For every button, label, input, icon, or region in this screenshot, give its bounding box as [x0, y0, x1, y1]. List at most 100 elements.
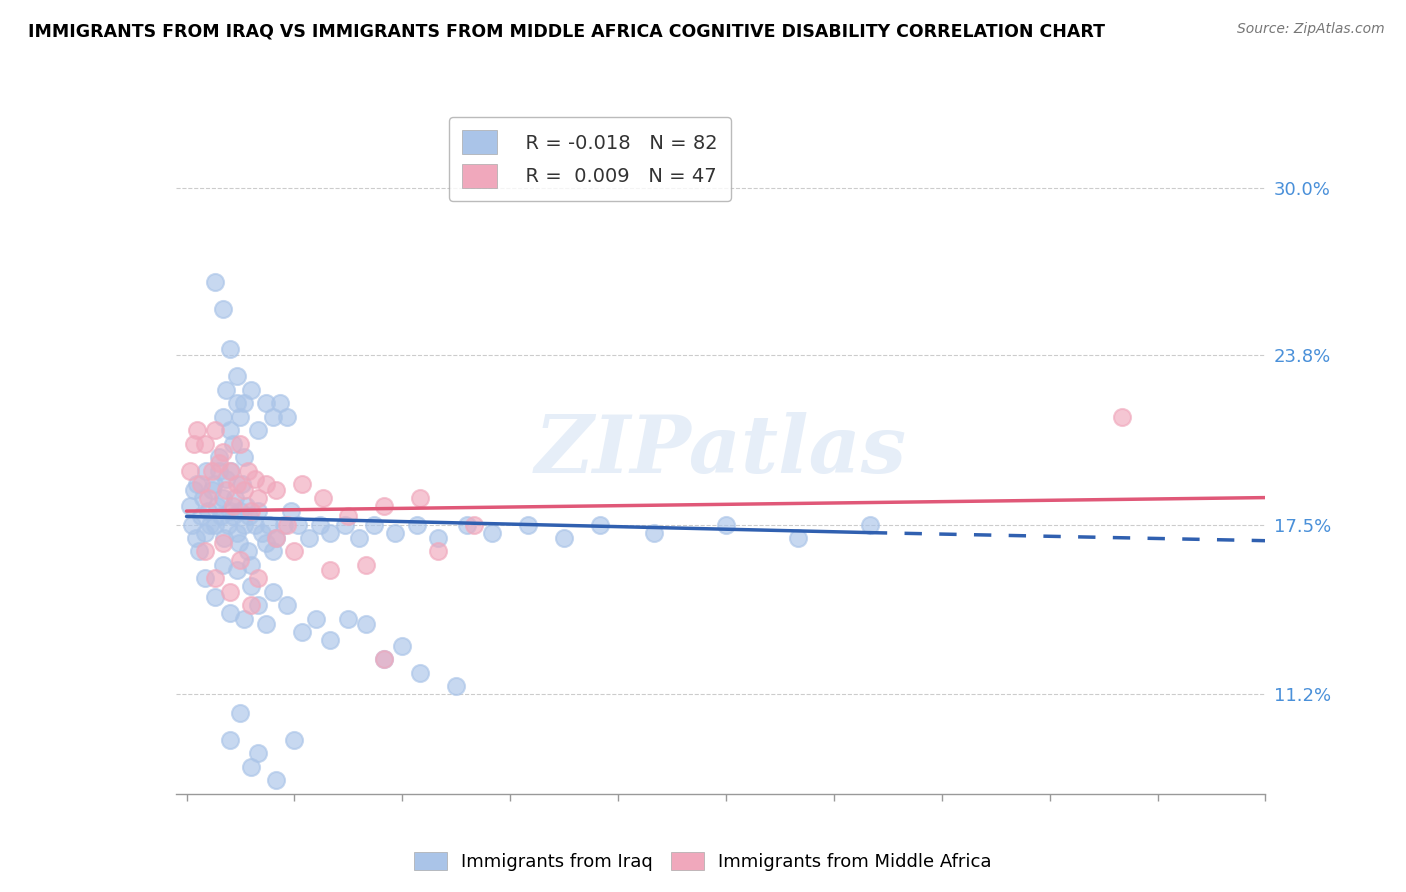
Point	[183, 436, 205, 450]
Point	[409, 491, 432, 505]
Point	[202, 477, 225, 491]
Point	[247, 747, 270, 761]
Point	[356, 617, 378, 632]
Point	[218, 504, 240, 518]
Point	[243, 517, 266, 532]
Point	[225, 369, 247, 384]
Point	[333, 517, 356, 532]
Point	[209, 509, 232, 524]
Legend: Immigrants from Iraq, Immigrants from Middle Africa: Immigrants from Iraq, Immigrants from Mi…	[408, 845, 998, 879]
Point	[463, 517, 485, 532]
Point	[405, 517, 427, 532]
Point	[225, 525, 247, 540]
Point	[190, 509, 212, 524]
Point	[305, 612, 328, 626]
Point	[287, 517, 309, 532]
Point	[298, 531, 321, 545]
Point	[218, 733, 240, 747]
Point	[250, 525, 273, 540]
Point	[240, 504, 263, 518]
Point	[236, 464, 259, 478]
Point	[233, 612, 256, 626]
Point	[319, 563, 342, 577]
Point	[262, 585, 284, 599]
Point	[347, 531, 370, 545]
Point	[204, 591, 226, 605]
Point	[184, 531, 207, 545]
Point	[240, 599, 263, 613]
Point	[204, 423, 226, 437]
Point	[179, 499, 201, 513]
Point	[225, 563, 247, 577]
Point	[204, 517, 226, 532]
Point	[193, 571, 215, 585]
Point	[291, 477, 314, 491]
Point	[208, 456, 231, 470]
Point	[236, 544, 259, 558]
Point	[193, 436, 215, 450]
Point	[247, 571, 270, 585]
Point	[262, 409, 284, 424]
Point	[240, 579, 263, 593]
Point	[204, 571, 226, 585]
Point	[233, 517, 256, 532]
Point	[188, 544, 211, 558]
Point	[247, 423, 270, 437]
Point	[517, 517, 540, 532]
Point	[218, 464, 240, 478]
Point	[222, 509, 245, 524]
Legend:   R = -0.018   N = 82,   R =  0.009   N = 47: R = -0.018 N = 82, R = 0.009 N = 47	[449, 117, 731, 202]
Point	[247, 491, 270, 505]
Point	[553, 531, 575, 545]
Point	[243, 472, 266, 486]
Point	[208, 464, 231, 478]
Point	[218, 607, 240, 621]
Point	[222, 436, 245, 450]
Point	[229, 504, 252, 518]
Point	[337, 509, 360, 524]
Point	[191, 491, 214, 505]
Point	[211, 445, 233, 459]
Point	[211, 536, 233, 550]
Point	[225, 396, 247, 410]
Point	[276, 517, 298, 532]
Point	[266, 531, 288, 545]
Point	[308, 517, 330, 532]
Point	[427, 531, 450, 545]
Point	[204, 275, 226, 289]
Point	[218, 423, 240, 437]
Point	[218, 343, 240, 357]
Point	[231, 477, 253, 491]
Point	[643, 525, 665, 540]
Point	[193, 544, 215, 558]
Point	[233, 483, 256, 497]
Point	[254, 617, 277, 632]
Point	[201, 483, 224, 497]
Point	[217, 517, 239, 532]
Point	[319, 633, 342, 648]
Point	[280, 504, 302, 518]
Point	[714, 517, 737, 532]
Point	[247, 504, 270, 518]
Point	[197, 504, 219, 518]
Point	[283, 733, 305, 747]
Point	[222, 499, 245, 513]
Point	[186, 423, 208, 437]
Point	[229, 706, 252, 720]
Point	[456, 517, 478, 532]
Point	[235, 499, 257, 513]
Point	[205, 499, 228, 513]
Point	[427, 544, 450, 558]
Point	[247, 599, 270, 613]
Point	[240, 383, 263, 397]
Point	[208, 450, 231, 465]
Point	[211, 409, 233, 424]
Point	[373, 652, 395, 666]
Point	[211, 491, 233, 505]
Point	[373, 652, 395, 666]
Point	[291, 625, 314, 640]
Point	[211, 558, 233, 572]
Point	[589, 517, 612, 532]
Point	[195, 464, 218, 478]
Point	[201, 464, 224, 478]
